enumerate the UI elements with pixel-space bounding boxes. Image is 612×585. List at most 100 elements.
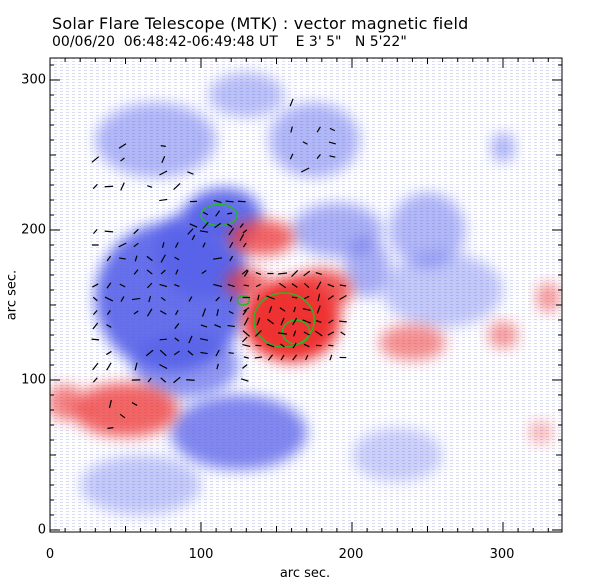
x-tick-label-100: 100 xyxy=(188,547,214,562)
field-vector xyxy=(161,156,166,163)
field-vector xyxy=(202,242,206,248)
field-vector xyxy=(174,242,179,248)
y-axis-label: arc sec. xyxy=(4,269,20,321)
field-vector xyxy=(106,255,112,262)
field-vector xyxy=(174,284,180,287)
field-vector xyxy=(133,310,139,315)
field-vector xyxy=(160,254,166,263)
negative-field-region xyxy=(344,237,390,298)
field-vector xyxy=(305,354,309,361)
field-vector xyxy=(328,141,336,145)
field-vector xyxy=(291,270,299,277)
field-vector xyxy=(339,295,347,300)
negative-field-region xyxy=(268,102,360,178)
field-vector xyxy=(242,242,247,248)
field-vector xyxy=(215,349,220,357)
field-vector xyxy=(257,294,260,301)
field-vector xyxy=(227,324,235,328)
field-vector xyxy=(280,354,285,361)
field-vector xyxy=(303,343,310,348)
field-vector xyxy=(159,338,167,341)
field-vector xyxy=(175,269,179,275)
field-vector xyxy=(292,342,297,349)
field-vector xyxy=(213,283,223,288)
field-vector xyxy=(228,227,235,236)
y-tick-label-200: 200 xyxy=(21,222,46,238)
field-vector xyxy=(254,330,262,337)
field-vector xyxy=(201,308,207,317)
plot-subtitle: 00/06/20 06:48:42-06:49:48 UT E 3' 5" N … xyxy=(52,34,407,50)
field-vector xyxy=(148,295,152,303)
x-tick-label-200: 200 xyxy=(338,547,364,562)
field-vector xyxy=(92,283,99,288)
negative-field-region xyxy=(389,192,466,268)
field-vector xyxy=(120,157,125,162)
field-vector xyxy=(133,269,139,275)
field-vector xyxy=(225,200,234,203)
field-vector xyxy=(226,223,233,228)
field-vector xyxy=(189,223,198,228)
x-axis-label: arc sec. xyxy=(279,566,331,581)
field-vector xyxy=(119,257,126,260)
field-vector xyxy=(302,308,311,311)
field-vector xyxy=(174,323,180,329)
field-vector xyxy=(92,309,98,316)
field-vector xyxy=(188,296,193,302)
field-vector xyxy=(289,98,294,107)
field-vector xyxy=(106,350,112,356)
field-vector xyxy=(202,221,209,230)
tick-marks xyxy=(49,58,562,532)
field-vector xyxy=(267,354,274,361)
field-vector xyxy=(327,331,335,336)
field-contour xyxy=(200,203,238,227)
field-vector xyxy=(131,297,141,301)
vector-layer xyxy=(91,98,347,429)
field-vector xyxy=(216,363,219,370)
field-vector xyxy=(316,281,322,290)
field-vector xyxy=(241,336,248,343)
field-vector xyxy=(229,255,234,262)
field-vector xyxy=(160,145,166,147)
field-vector xyxy=(106,282,112,289)
field-vector xyxy=(133,228,139,235)
field-vector xyxy=(340,331,346,336)
field-vector xyxy=(316,320,322,323)
field-vector xyxy=(266,343,275,348)
field-vector xyxy=(242,343,251,348)
field-vector xyxy=(108,399,112,409)
field-vector xyxy=(214,324,222,328)
field-vector xyxy=(266,295,275,300)
field-vector xyxy=(92,362,99,371)
field-vector xyxy=(104,230,114,233)
field-vector xyxy=(199,230,209,233)
field-vector xyxy=(317,293,321,302)
field-vector xyxy=(159,349,167,357)
field-vector xyxy=(316,154,321,159)
field-vector xyxy=(241,269,248,275)
positive-field-region xyxy=(536,282,561,313)
field-vector xyxy=(293,306,296,313)
field-vector xyxy=(215,296,220,302)
plot-frame xyxy=(49,57,563,533)
field-vector xyxy=(173,350,180,356)
positive-field-region xyxy=(228,219,295,256)
field-vector xyxy=(106,362,112,371)
positive-field-region xyxy=(379,324,446,361)
field-vector xyxy=(92,377,98,383)
field-vector xyxy=(243,284,250,287)
x-tick-label-300: 300 xyxy=(489,547,515,562)
field-vector xyxy=(329,155,336,158)
field-vector xyxy=(173,183,181,190)
field-vector xyxy=(146,282,153,289)
field-vector xyxy=(187,350,194,356)
field-vector xyxy=(146,255,153,262)
positive-field-region xyxy=(487,321,519,349)
field-vector xyxy=(315,271,323,276)
field-vector xyxy=(227,212,233,215)
positive-field-region xyxy=(528,420,553,445)
positive-field-region xyxy=(72,383,179,437)
field-vector xyxy=(279,282,287,289)
field-vector xyxy=(227,283,235,288)
field-vector xyxy=(119,413,126,419)
